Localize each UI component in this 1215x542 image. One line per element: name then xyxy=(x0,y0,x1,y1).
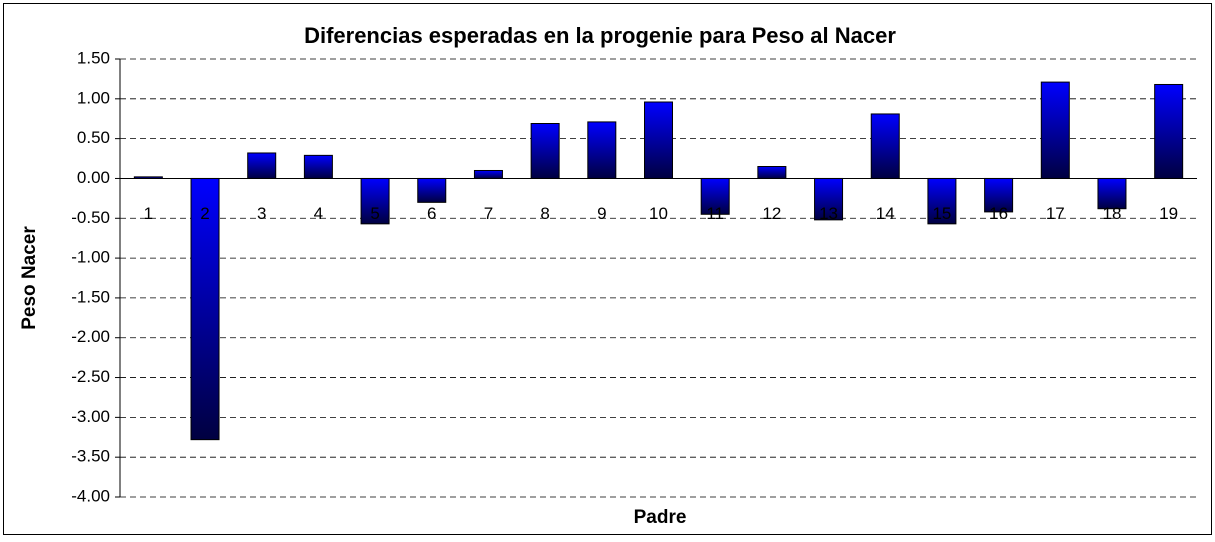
x-tick-label: 14 xyxy=(876,204,895,223)
bar xyxy=(927,177,957,225)
y-tick-label: -4.00 xyxy=(71,486,110,505)
x-tick-label: 4 xyxy=(314,204,323,223)
x-tick-label: 13 xyxy=(819,204,838,223)
y-tick-label: -3.00 xyxy=(71,407,110,426)
x-tick-label: 1 xyxy=(144,204,153,223)
x-tick-label: 10 xyxy=(649,204,668,223)
y-tick-label: -2.50 xyxy=(71,367,110,386)
x-tick-label: 19 xyxy=(1159,204,1178,223)
x-tick-label: 5 xyxy=(370,204,379,223)
x-tick-label: 16 xyxy=(989,204,1008,223)
y-tick-label: 0.00 xyxy=(77,168,110,187)
bar xyxy=(473,169,503,179)
x-axis-label: Padre xyxy=(634,507,687,528)
bar xyxy=(700,177,730,215)
y-tick-label: 1.00 xyxy=(77,88,110,107)
y-tick-label: -0.50 xyxy=(71,208,110,227)
x-tick-label: 9 xyxy=(597,204,606,223)
bar xyxy=(757,166,787,179)
bar xyxy=(190,177,220,441)
bar xyxy=(984,177,1014,213)
x-tick-label: 17 xyxy=(1046,204,1065,223)
bar xyxy=(814,177,844,221)
bar xyxy=(587,121,617,179)
bar xyxy=(644,101,673,179)
bar xyxy=(1040,81,1070,179)
bar xyxy=(1154,83,1184,179)
bar xyxy=(870,113,900,179)
bar xyxy=(247,152,277,179)
y-tick-label: 0.50 xyxy=(77,128,110,147)
x-tick-label: 6 xyxy=(427,204,436,223)
y-tick-label: -1.50 xyxy=(71,287,110,306)
x-tick-label: 15 xyxy=(932,204,951,223)
bar xyxy=(303,154,333,179)
bar xyxy=(417,177,447,203)
y-axis-label: Peso Nacer xyxy=(19,226,40,330)
bar xyxy=(530,123,560,179)
y-tick-label: -1.00 xyxy=(71,248,110,267)
x-tick-label: 18 xyxy=(1103,204,1122,223)
x-tick-label: 8 xyxy=(540,204,549,223)
chart-border xyxy=(3,3,1212,535)
y-tick-label: -2.00 xyxy=(71,327,110,346)
chart-title: Diferencias esperadas en la progenie par… xyxy=(304,23,896,48)
x-tick-label: 12 xyxy=(762,204,781,223)
x-tick-label: 7 xyxy=(484,204,493,223)
y-tick-label: -3.50 xyxy=(71,447,110,466)
y-tick-label: 1.50 xyxy=(77,48,110,67)
x-tick-label: 3 xyxy=(257,204,266,223)
x-tick-label: 11 xyxy=(706,204,724,223)
x-tick-label: 2 xyxy=(200,204,209,223)
